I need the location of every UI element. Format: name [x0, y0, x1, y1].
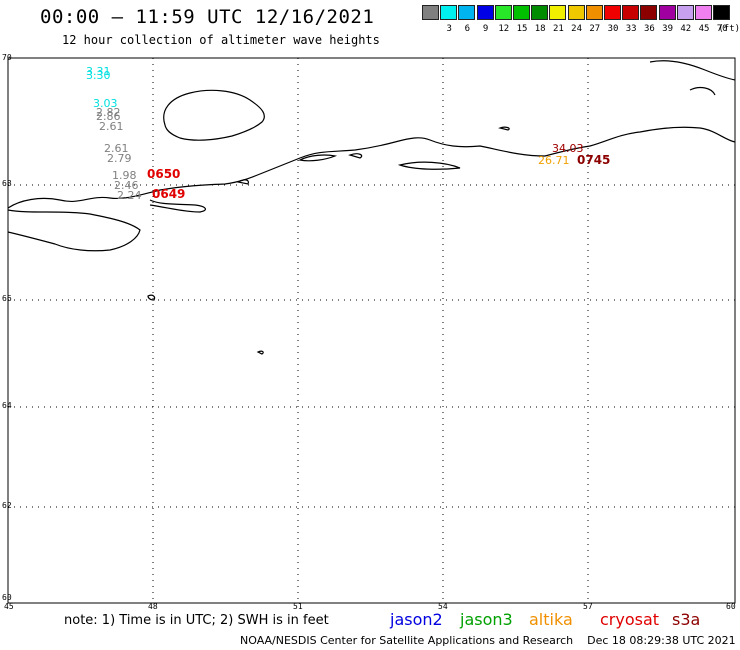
scale-swatch — [676, 5, 694, 20]
wave-height-value: 1.98 — [112, 169, 137, 182]
scale-swatch — [440, 5, 458, 20]
scale-label: 9 — [482, 24, 489, 34]
scale-label: 36 — [643, 24, 655, 34]
scale-label: 6 — [464, 24, 471, 34]
scale-label: 12 — [498, 24, 510, 34]
pass-time-label: 0649 — [152, 187, 186, 201]
scale-swatch — [531, 5, 549, 20]
scale-swatch — [658, 5, 676, 20]
island-outline — [163, 89, 265, 141]
scale-label: 18 — [534, 24, 546, 34]
lat-label: 64 — [2, 401, 12, 410]
lat-label: 60 — [2, 593, 12, 602]
scale-label: 45 — [698, 24, 710, 34]
map-border — [7, 57, 736, 604]
wave-height-value: 2.61 — [104, 142, 129, 155]
satellite-legend-item: altika — [529, 610, 573, 629]
wave-height-value: 2.46 — [114, 179, 139, 192]
scale-swatch — [604, 5, 621, 20]
lon-label: 45 — [4, 602, 14, 611]
scale-label: 24 — [571, 24, 583, 34]
page-title: 00:00 – 11:59 UTC 12/16/2021 — [40, 6, 375, 28]
scale-label: 39 — [662, 24, 674, 34]
lon-label: 60 — [726, 602, 736, 611]
footer-credit: NOAA/NESDIS Center for Satellite Applica… — [240, 634, 736, 647]
wave-height-value: 26.71 — [538, 154, 570, 167]
scale-swatch — [458, 5, 476, 20]
lon-label: 48 — [148, 602, 158, 611]
scale-swatch — [476, 5, 494, 20]
wave-height-value: 2.79 — [107, 152, 132, 165]
scale-swatch — [549, 5, 567, 20]
wave-height-value: 2.24 — [117, 189, 142, 202]
scale-swatch — [422, 5, 439, 20]
wave-height-value: 2.61 — [99, 120, 124, 133]
page-subtitle: 12 hour collection of altimeter wave hei… — [62, 33, 380, 47]
scale-swatch — [640, 5, 658, 20]
scale-label: 30 — [607, 24, 619, 34]
lat-label: 62 — [2, 501, 12, 510]
scale-label: 33 — [625, 24, 637, 34]
credit-text: NOAA/NESDIS Center for Satellite Applica… — [240, 634, 574, 647]
wave-height-value: 3.31 — [86, 65, 111, 78]
wave-height-value: 2.82 — [96, 106, 121, 119]
pass-time-label: 0650 — [147, 167, 181, 181]
credit-timestamp: Dec 18 08:29:38 UTC 2021 — [587, 634, 736, 647]
scale-label: 21 — [552, 24, 564, 34]
wave-height-value: 2.86 — [96, 110, 121, 123]
scale-label: 70 — [716, 24, 728, 34]
scale-label: 27 — [589, 24, 601, 34]
lon-label: 54 — [438, 602, 448, 611]
scale-swatch — [585, 5, 603, 20]
lat-label: 66 — [2, 294, 12, 303]
coastline — [7, 60, 736, 355]
wave-height-value: 34.03 — [552, 142, 584, 155]
scale-swatch — [513, 5, 530, 20]
wave-height-value: 3.03 — [93, 97, 118, 110]
satellite-legend-item: jason3 — [460, 610, 513, 629]
scale-swatch — [567, 5, 585, 20]
lat-label: 68 — [2, 179, 12, 188]
scale-unit: (ft) — [718, 24, 740, 34]
scale-label: 15 — [516, 24, 528, 34]
scale-swatch — [622, 5, 640, 20]
scale-label: 42 — [680, 24, 692, 34]
satellite-legend-item: cryosat — [600, 610, 660, 629]
scale-swatch — [713, 5, 731, 20]
satellite-legend-item: jason2 — [390, 610, 443, 629]
footer-note: note: 1) Time is in UTC; 2) SWH is in fe… — [64, 613, 329, 628]
scale-swatch — [494, 5, 512, 20]
satellite-legend-item: s3a — [672, 610, 701, 629]
graticule — [8, 58, 735, 603]
pass-time-label: 0745 — [577, 153, 611, 167]
scale-swatch — [695, 5, 712, 20]
scale-label: 3 — [446, 24, 452, 34]
lat-label: 70 — [2, 53, 12, 62]
lon-label: 57 — [583, 602, 593, 611]
lon-label: 51 — [293, 602, 303, 611]
wave-height-value: 3.30 — [86, 69, 111, 82]
